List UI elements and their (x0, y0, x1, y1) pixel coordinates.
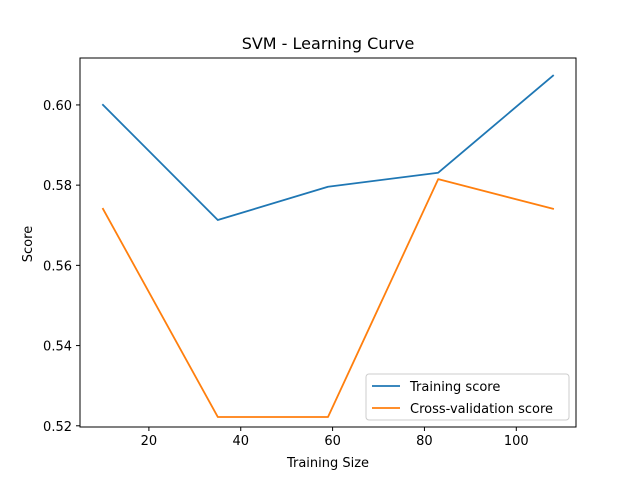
x-tick-label: 40 (232, 434, 249, 449)
x-tick-label: 20 (141, 434, 158, 449)
legend-box (365, 373, 570, 421)
x-tick-label: 100 (504, 434, 529, 449)
y-axis-title: Score (21, 226, 36, 262)
y-tick-label: 0.58 (43, 179, 72, 194)
x-tick-label: 80 (416, 434, 433, 449)
legend-label-0: Training score (409, 380, 500, 395)
legend-label-1: Cross-validation score (410, 402, 553, 417)
axes-frame (79, 57, 577, 428)
y-tick-label: 0.60 (43, 99, 72, 114)
y-tick-label: 0.52 (43, 420, 72, 435)
y-tick-label: 0.54 (43, 340, 72, 355)
x-axis-title: Training Size (286, 456, 369, 471)
x-tick-label: 60 (324, 434, 341, 449)
series-line-1 (101, 178, 555, 418)
legend: Training score Cross-validation score (365, 373, 570, 421)
chart-title: SVM - Learning Curve (242, 34, 415, 53)
series-line-0 (101, 74, 555, 221)
plot-area: 20 40 60 80 100 0.52 0.54 0.56 0.58 0.60 (43, 57, 577, 449)
y-tick-label: 0.56 (43, 259, 72, 274)
